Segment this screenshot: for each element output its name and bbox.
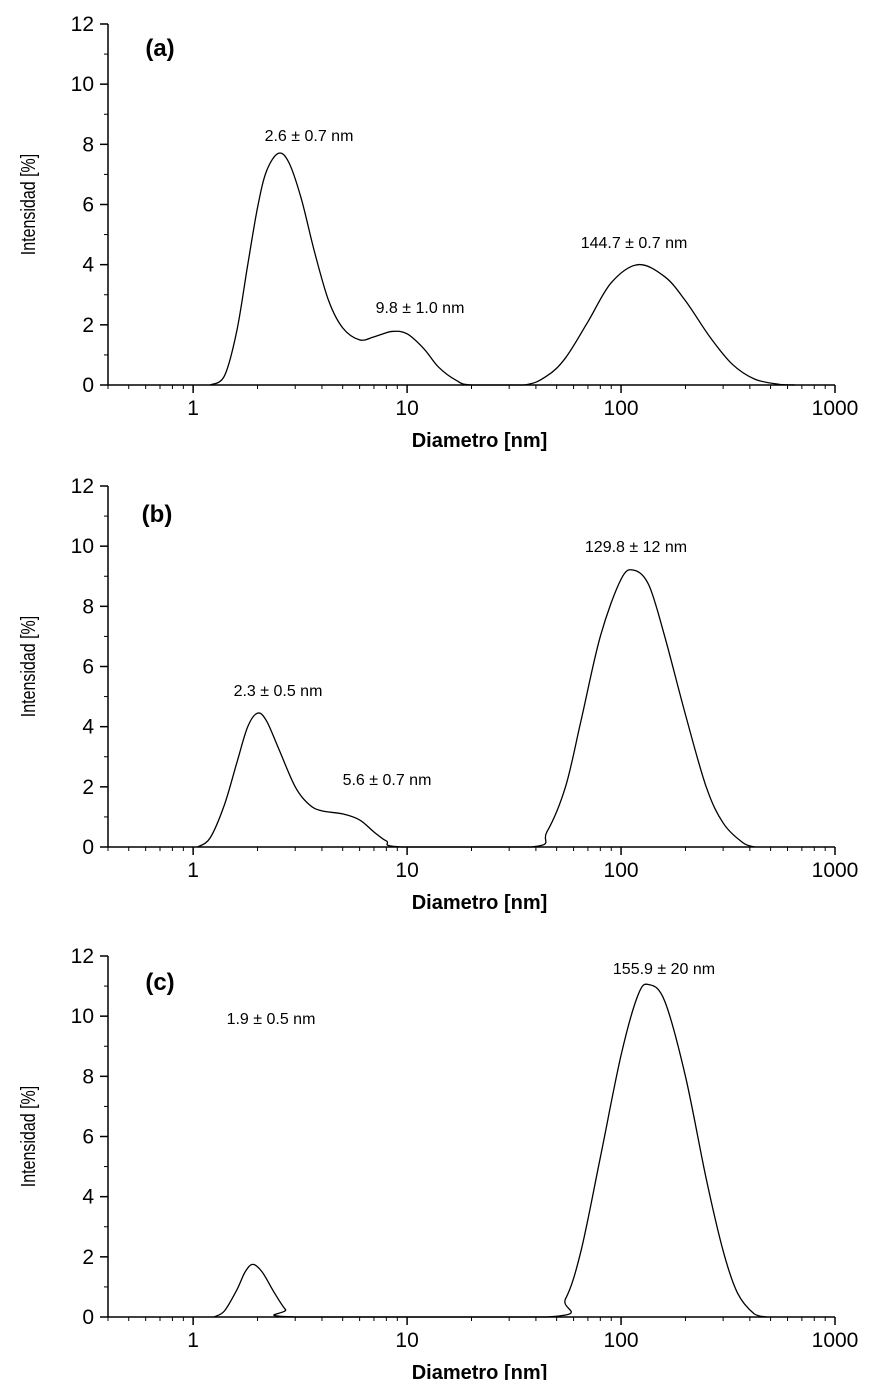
y-axis-label: Intensidad [%] <box>17 154 39 255</box>
y-tick-label: 12 <box>71 945 94 968</box>
y-axis-label: Intensidad [%] <box>17 616 39 717</box>
x-tick-label: 10 <box>395 397 418 420</box>
y-tick-label: 6 <box>82 194 94 217</box>
panel: 0 2 4 6 8 10 12 1 10 100 1000 Diametro [nm] Intensid… <box>17 13 858 452</box>
panel: 0 2 4 6 8 10 12 1 10 100 1000 Diametro [nm] Intensid… <box>17 475 858 914</box>
y-tick-label: 2 <box>82 1246 94 1269</box>
y-tick-label: 6 <box>82 656 94 679</box>
x-tick-label: 100 <box>604 859 639 882</box>
y-tick-label: 4 <box>82 1186 94 1209</box>
y-tick-label: 10 <box>71 1005 94 1028</box>
y-tick-label: 6 <box>82 1126 94 1149</box>
y-tick-label: 4 <box>82 254 94 277</box>
x-tick-label: 100 <box>604 397 639 420</box>
x-axis-label: Diametro [nm] <box>412 430 548 452</box>
x-tick-label: 1000 <box>812 1329 859 1352</box>
x-tick-label: 100 <box>604 1329 639 1352</box>
distribution-curve <box>197 569 755 848</box>
x-tick-label: 10 <box>395 859 418 882</box>
annotation: 155.9 ± 20 nm <box>613 961 715 978</box>
panel-title: (b) <box>142 501 173 528</box>
panel-title: (a) <box>145 35 174 62</box>
annotation: 1.9 ± 0.5 nm <box>227 1011 316 1028</box>
x-tick-label: 10 <box>395 1329 418 1352</box>
y-tick-label: 2 <box>82 776 94 799</box>
annotation: 5.6 ± 0.7 nm <box>343 772 432 789</box>
y-tick-label: 12 <box>71 475 94 498</box>
y-tick-label: 12 <box>71 13 94 36</box>
y-tick-label: 4 <box>82 716 94 739</box>
x-tick-label: 1 <box>187 1329 199 1352</box>
y-tick-label: 8 <box>82 133 94 156</box>
panel: 0 2 4 6 8 10 12 1 10 100 1000 Diametro [nm] Intensid… <box>17 945 859 1384</box>
x-tick-label: 1 <box>187 397 199 420</box>
y-tick-label: 8 <box>82 1065 94 1088</box>
x-tick-label: 1 <box>187 859 199 882</box>
panel-title: (c) <box>145 969 174 996</box>
x-axis-label: Diametro [nm] <box>412 892 548 914</box>
y-tick-label: 0 <box>82 836 94 859</box>
x-tick-label: 1000 <box>812 859 859 882</box>
y-tick-label: 0 <box>82 1306 94 1329</box>
y-tick-label: 10 <box>71 535 94 558</box>
y-tick-label: 10 <box>71 73 94 96</box>
y-tick-label: 0 <box>82 374 94 397</box>
annotation: 144.7 ± 0.7 nm <box>581 235 688 252</box>
y-tick-label: 8 <box>82 595 94 618</box>
annotation: 2.6 ± 0.7 nm <box>265 128 354 145</box>
y-axis-label: Intensidad [%] <box>17 1086 39 1187</box>
distribution-curve <box>213 983 767 1318</box>
x-axis-label: Diametro [nm] <box>412 1362 548 1380</box>
annotation: 129.8 ± 12 nm <box>585 539 687 556</box>
annotation: 9.8 ± 1.0 nm <box>376 300 465 317</box>
annotation: 2.3 ± 0.5 nm <box>234 683 323 700</box>
x-tick-label: 1000 <box>812 397 859 420</box>
y-tick-label: 2 <box>82 314 94 337</box>
distribution-curve <box>209 152 795 386</box>
